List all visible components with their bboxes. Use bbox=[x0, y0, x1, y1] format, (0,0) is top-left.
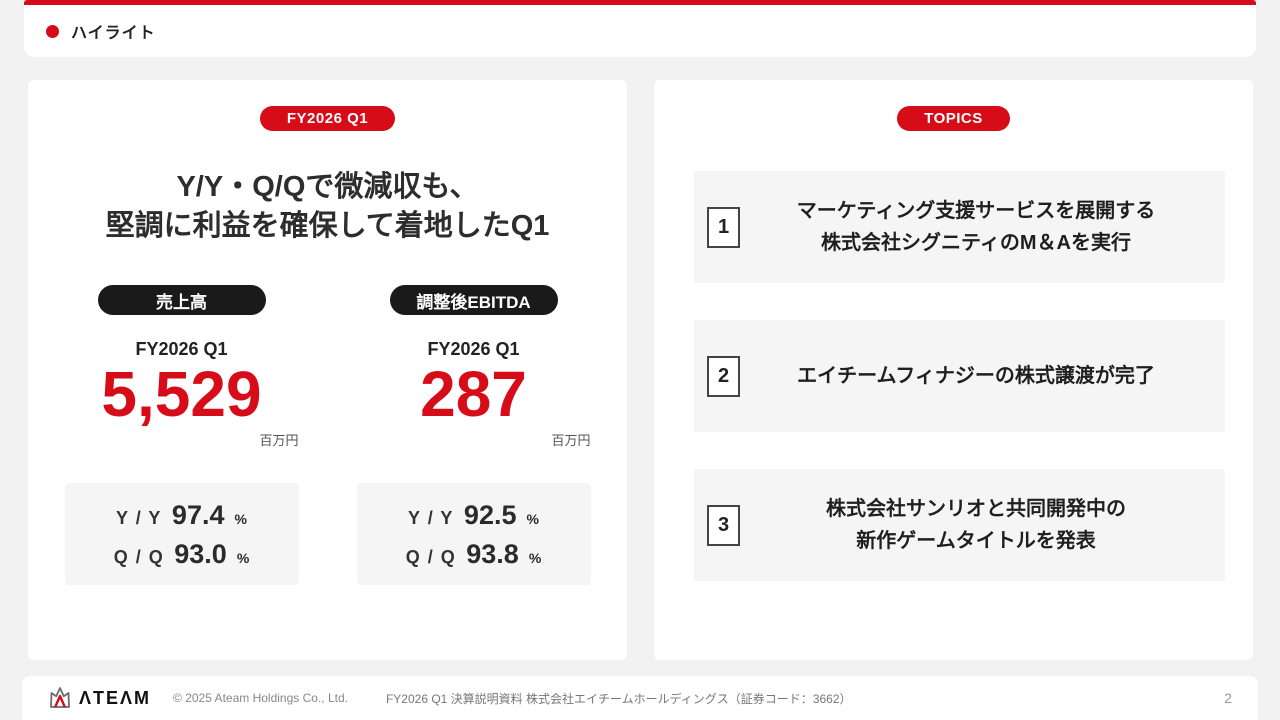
topic-text-line2: 株式会社シグニティのM＆Aを実行 bbox=[821, 232, 1131, 254]
stat-unit: % bbox=[234, 511, 247, 528]
topics-badge: TOPICS bbox=[897, 106, 1010, 131]
highlight-title-line1: Y/Y・Q/Qで微減収も、 bbox=[176, 171, 479, 203]
footer-document-title: FY2026 Q1 決算説明資料 株式会社エイチームホールディングス（証券コード… bbox=[385, 691, 852, 706]
slide-header-bar: ハイライト bbox=[24, 0, 1256, 57]
ateam-flame-logo-icon bbox=[50, 687, 70, 708]
highlight-title: Y/Y・Q/Qで微減収も、 堅調に利益を確保して着地したQ1 bbox=[28, 168, 627, 245]
topic-text: マーケティング支援サービスを展開する 株式会社シグニティのM＆Aを実行 bbox=[740, 195, 1225, 259]
stat-unit: % bbox=[236, 550, 250, 567]
stat-value: 93.8 bbox=[466, 539, 519, 570]
slide-footer: ΛTEΛM © 2025 Ateam Holdings Co., Ltd. FY… bbox=[22, 676, 1258, 720]
topic-text-line1: エイチームフィナジーの株式譲渡が完了 bbox=[797, 365, 1155, 387]
stat-row-qoq: Q / Q 93.0 % bbox=[114, 539, 250, 570]
metric-ebitda-period: FY2026 Q1 bbox=[427, 339, 520, 360]
ateam-logo-text: ΛTEΛM bbox=[79, 687, 152, 708]
metric-sales-stat-box: Y / Y 97.4 % Q / Q 93.0 % bbox=[64, 483, 299, 586]
metric-sales: 売上高 FY2026 Q1 5,529 百万円 Y / Y 97.4 % Q /… bbox=[64, 285, 299, 586]
stat-label: Q / Q bbox=[113, 547, 165, 568]
slide-content: FY2026 Q1 Y/Y・Q/Qで微減収も、 堅調に利益を確保して着地したQ1… bbox=[28, 80, 1253, 660]
stat-label: Y / Y bbox=[408, 508, 454, 529]
topic-number-box: 2 bbox=[707, 355, 740, 397]
metric-ebitda-value: 287 bbox=[420, 358, 527, 431]
topics-list: 1 マーケティング支援サービスを展開する 株式会社シグニティのM＆Aを実行 2 … bbox=[694, 171, 1225, 581]
stat-label: Y / Y bbox=[116, 508, 162, 529]
topic-number-box: 1 bbox=[707, 206, 740, 248]
topic-text: エイチームフィナジーの株式譲渡が完了 bbox=[740, 360, 1225, 392]
metric-sales-unit: 百万円 bbox=[259, 433, 299, 449]
footer-copyright: © 2025 Ateam Holdings Co., Ltd. bbox=[173, 691, 348, 705]
red-bullet-icon bbox=[46, 24, 59, 38]
slide-section-title: ハイライト bbox=[71, 25, 156, 42]
stat-value: 93.0 bbox=[174, 539, 227, 570]
topic-item-2: 2 エイチームフィナジーの株式譲渡が完了 bbox=[694, 320, 1225, 432]
topic-text: 株式会社サンリオと共同開発中の 新作ゲームタイトルを発表 bbox=[740, 493, 1225, 557]
stat-value: 92.5 bbox=[463, 500, 517, 531]
metric-sales-period: FY2026 Q1 bbox=[135, 339, 228, 360]
fiscal-period-badge: FY2026 Q1 bbox=[259, 106, 396, 131]
stat-row-qoq: Q / Q 93.8 % bbox=[406, 539, 542, 570]
topic-text-line2: 新作ゲームタイトルを発表 bbox=[856, 530, 1096, 552]
topic-item-1: 1 マーケティング支援サービスを展開する 株式会社シグニティのM＆Aを実行 bbox=[694, 171, 1225, 283]
topic-item-3: 3 株式会社サンリオと共同開発中の 新作ゲームタイトルを発表 bbox=[694, 469, 1225, 581]
metric-sales-value: 5,529 bbox=[101, 358, 262, 431]
stat-unit: % bbox=[528, 550, 542, 567]
highlight-card: FY2026 Q1 Y/Y・Q/Qで微減収も、 堅調に利益を確保して着地したQ1… bbox=[28, 80, 627, 660]
metric-sales-pill: 売上高 bbox=[97, 285, 266, 316]
metric-ebitda: 調整後EBITDA FY2026 Q1 287 百万円 Y / Y 92.5 %… bbox=[356, 285, 591, 586]
metric-ebitda-unit: 百万円 bbox=[551, 433, 591, 449]
stat-label: Q / Q bbox=[405, 547, 457, 568]
stat-value: 97.4 bbox=[171, 500, 225, 531]
topic-text-line1: 株式会社サンリオと共同開発中の bbox=[826, 498, 1126, 520]
topic-number-box: 3 bbox=[707, 504, 740, 546]
metric-ebitda-stat-box: Y / Y 92.5 % Q / Q 93.8 % bbox=[356, 483, 591, 586]
metrics-row: 売上高 FY2026 Q1 5,529 百万円 Y / Y 97.4 % Q /… bbox=[28, 285, 627, 586]
topic-text-line1: マーケティング支援サービスを展開する bbox=[796, 200, 1156, 222]
stat-row-yoy: Y / Y 97.4 % bbox=[116, 500, 247, 531]
stat-unit: % bbox=[526, 511, 539, 528]
ateam-logo: ΛTEΛM bbox=[48, 686, 151, 710]
page-number: 2 bbox=[1224, 690, 1232, 706]
stat-row-yoy: Y / Y 92.5 % bbox=[408, 500, 539, 531]
metric-ebitda-pill: 調整後EBITDA bbox=[389, 285, 558, 316]
highlight-title-line2: 堅調に利益を確保して着地したQ1 bbox=[105, 209, 550, 242]
topics-card: TOPICS 1 マーケティング支援サービスを展開する 株式会社シグニティのM＆… bbox=[654, 80, 1253, 660]
